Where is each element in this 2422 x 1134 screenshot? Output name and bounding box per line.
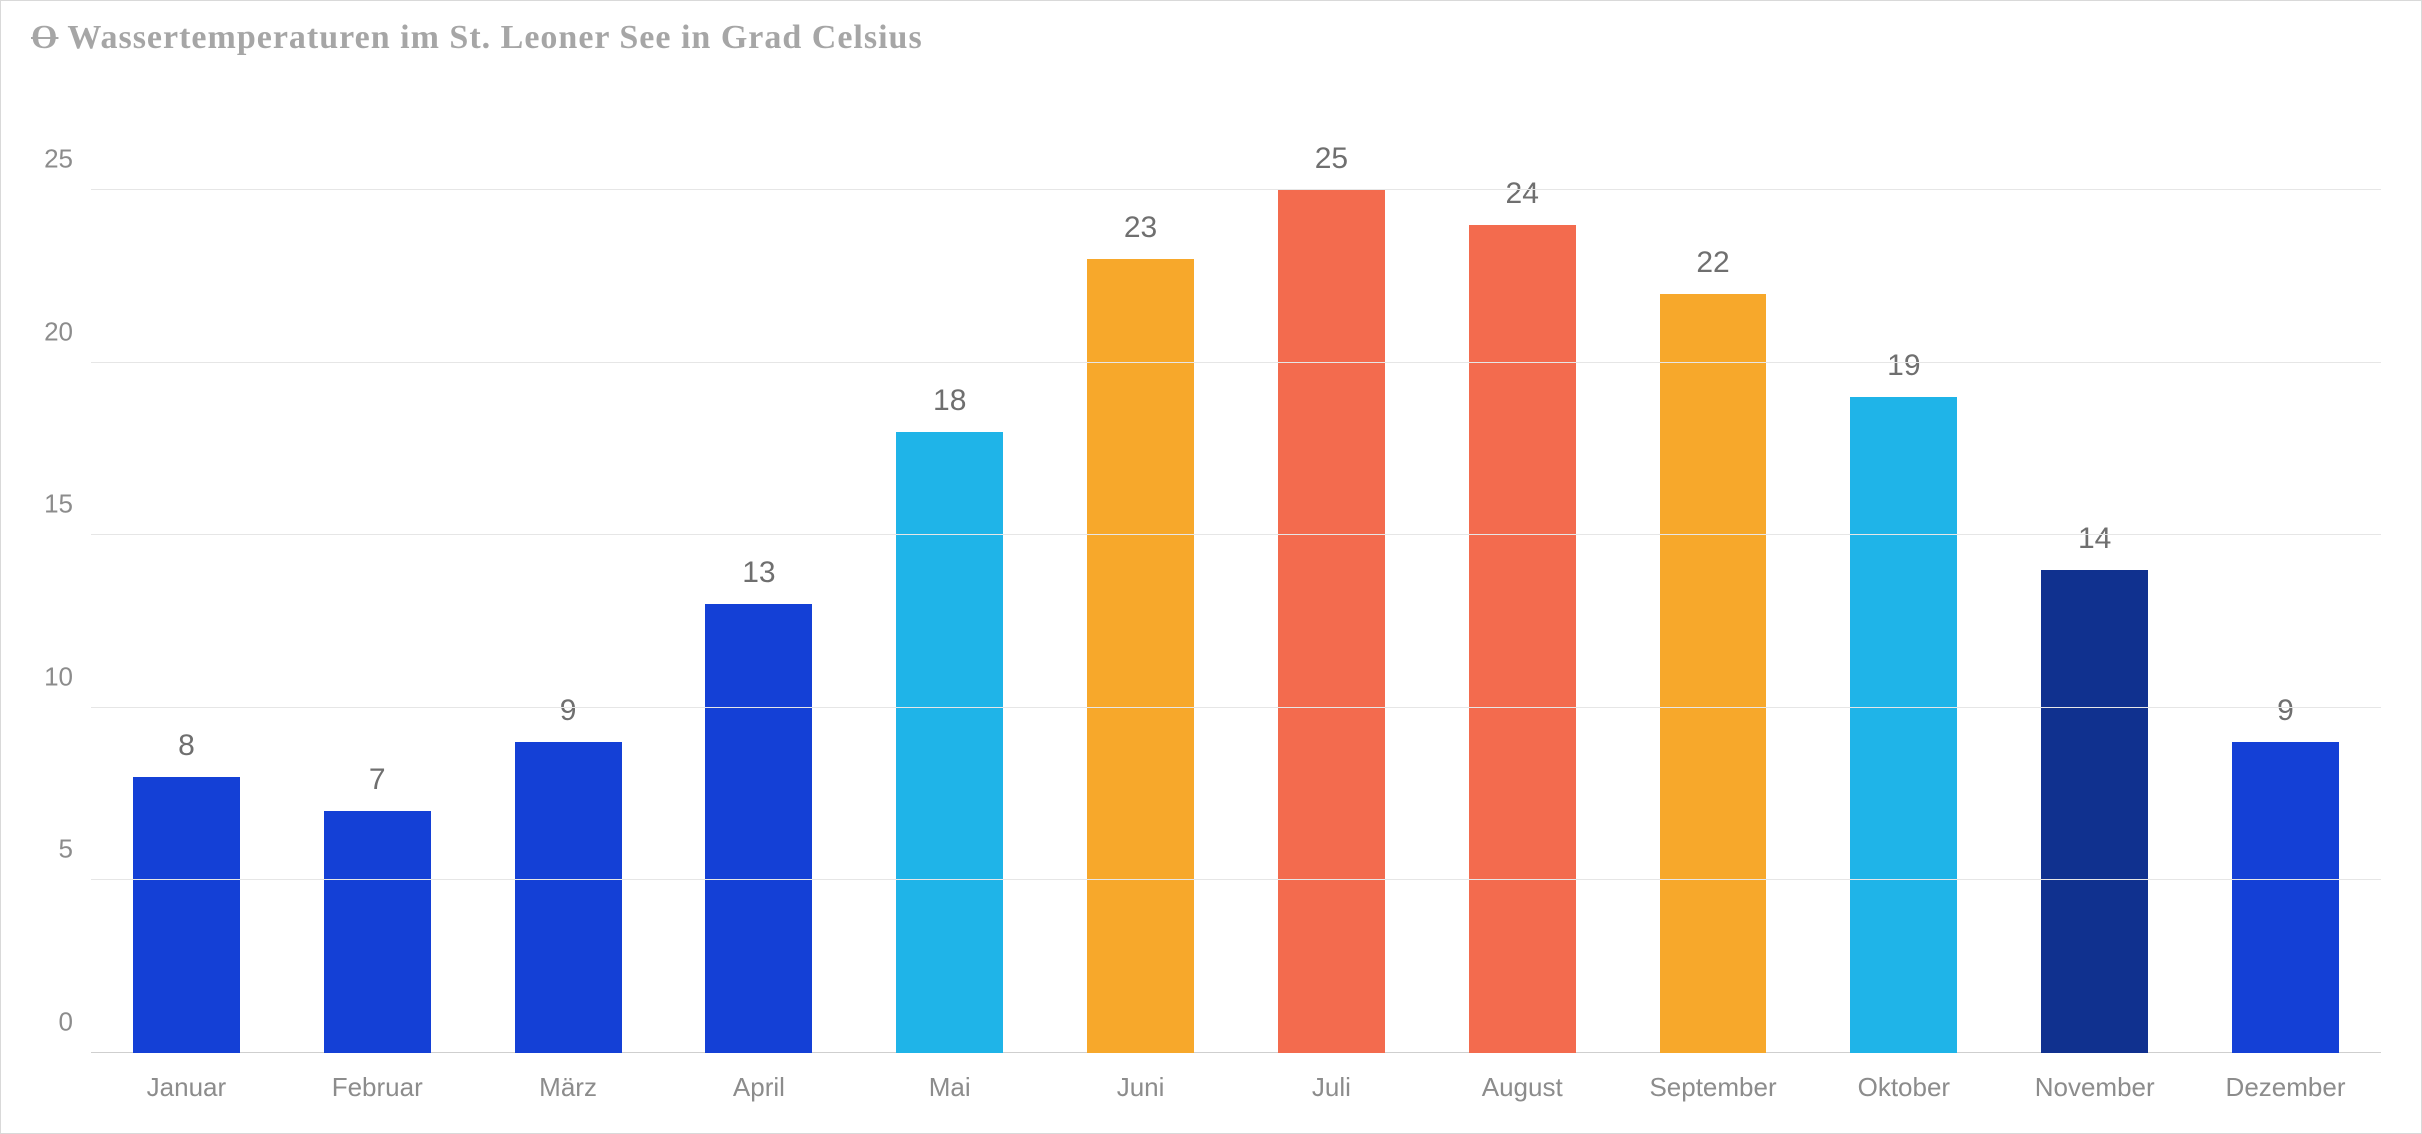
bar-value-label: 8 xyxy=(178,729,195,763)
bar: 25 xyxy=(1278,190,1385,1053)
bar: 9 xyxy=(2232,742,2339,1053)
bar-slot: 9 xyxy=(2190,121,2381,1053)
bar: 22 xyxy=(1660,294,1767,1053)
bar: 13 xyxy=(705,604,812,1053)
bar: 24 xyxy=(1469,225,1576,1053)
plot-area: 87913182325242219149 0510152025 xyxy=(91,121,2381,1053)
x-axis-label: August xyxy=(1427,1072,1618,1103)
x-axis-label: Juni xyxy=(1045,1072,1236,1103)
x-axis-label: Februar xyxy=(282,1072,473,1103)
x-axis-label: April xyxy=(663,1072,854,1103)
bar-value-label: 18 xyxy=(933,384,966,418)
bar-value-label: 23 xyxy=(1124,211,1157,245)
bar: 7 xyxy=(324,811,431,1053)
bar-slot: 13 xyxy=(663,121,854,1053)
title-average-symbol: O xyxy=(31,19,58,56)
x-axis-label: Januar xyxy=(91,1072,282,1103)
bar-slot: 25 xyxy=(1236,121,1427,1053)
bar: 23 xyxy=(1087,259,1194,1053)
chart-frame: O Wassertemperaturen im St. Leoner See i… xyxy=(0,0,2422,1134)
bar-slot: 18 xyxy=(854,121,1045,1053)
bar-slot: 24 xyxy=(1427,121,1618,1053)
bar-value-label: 9 xyxy=(560,694,577,728)
y-tick-label: 0 xyxy=(59,1007,91,1038)
x-axis-label: September xyxy=(1618,1072,1809,1103)
x-axis-label: März xyxy=(473,1072,664,1103)
bar-value-label: 19 xyxy=(1887,349,1920,383)
bars-row: 87913182325242219149 xyxy=(91,121,2381,1053)
x-axis-label: Mai xyxy=(854,1072,1045,1103)
y-tick-label: 25 xyxy=(44,144,91,175)
title-text: Wassertemperaturen im St. Leoner See in … xyxy=(58,19,922,56)
bar-slot: 7 xyxy=(282,121,473,1053)
bar-slot: 19 xyxy=(1808,121,1999,1053)
y-tick-label: 15 xyxy=(44,489,91,520)
bar-slot: 22 xyxy=(1618,121,1809,1053)
x-axis-label: November xyxy=(1999,1072,2190,1103)
y-tick-label: 10 xyxy=(44,661,91,692)
bar: 14 xyxy=(2041,570,2148,1053)
bar: 9 xyxy=(515,742,622,1053)
bar: 18 xyxy=(896,432,1003,1053)
bar-value-label: 9 xyxy=(2277,694,2294,728)
x-axis-label: Dezember xyxy=(2190,1072,2381,1103)
x-axis-labels: JanuarFebruarMärzAprilMaiJuniJuliAugustS… xyxy=(91,1072,2381,1103)
bar: 19 xyxy=(1850,397,1957,1053)
bar-slot: 23 xyxy=(1045,121,1236,1053)
x-axis-label: Oktober xyxy=(1808,1072,1999,1103)
chart-title: O Wassertemperaturen im St. Leoner See i… xyxy=(31,19,923,57)
bar-slot: 8 xyxy=(91,121,282,1053)
bar-value-label: 25 xyxy=(1315,142,1348,176)
bar-value-label: 22 xyxy=(1696,246,1729,280)
bar-value-label: 13 xyxy=(742,556,775,590)
bar-value-label: 24 xyxy=(1506,177,1539,211)
bar-slot: 9 xyxy=(473,121,664,1053)
x-axis-label: Juli xyxy=(1236,1072,1427,1103)
bar-value-label: 14 xyxy=(2078,522,2111,556)
bar: 8 xyxy=(133,777,240,1053)
y-tick-label: 5 xyxy=(59,834,91,865)
y-tick-label: 20 xyxy=(44,316,91,347)
bar-slot: 14 xyxy=(1999,121,2190,1053)
bar-value-label: 7 xyxy=(369,763,386,797)
